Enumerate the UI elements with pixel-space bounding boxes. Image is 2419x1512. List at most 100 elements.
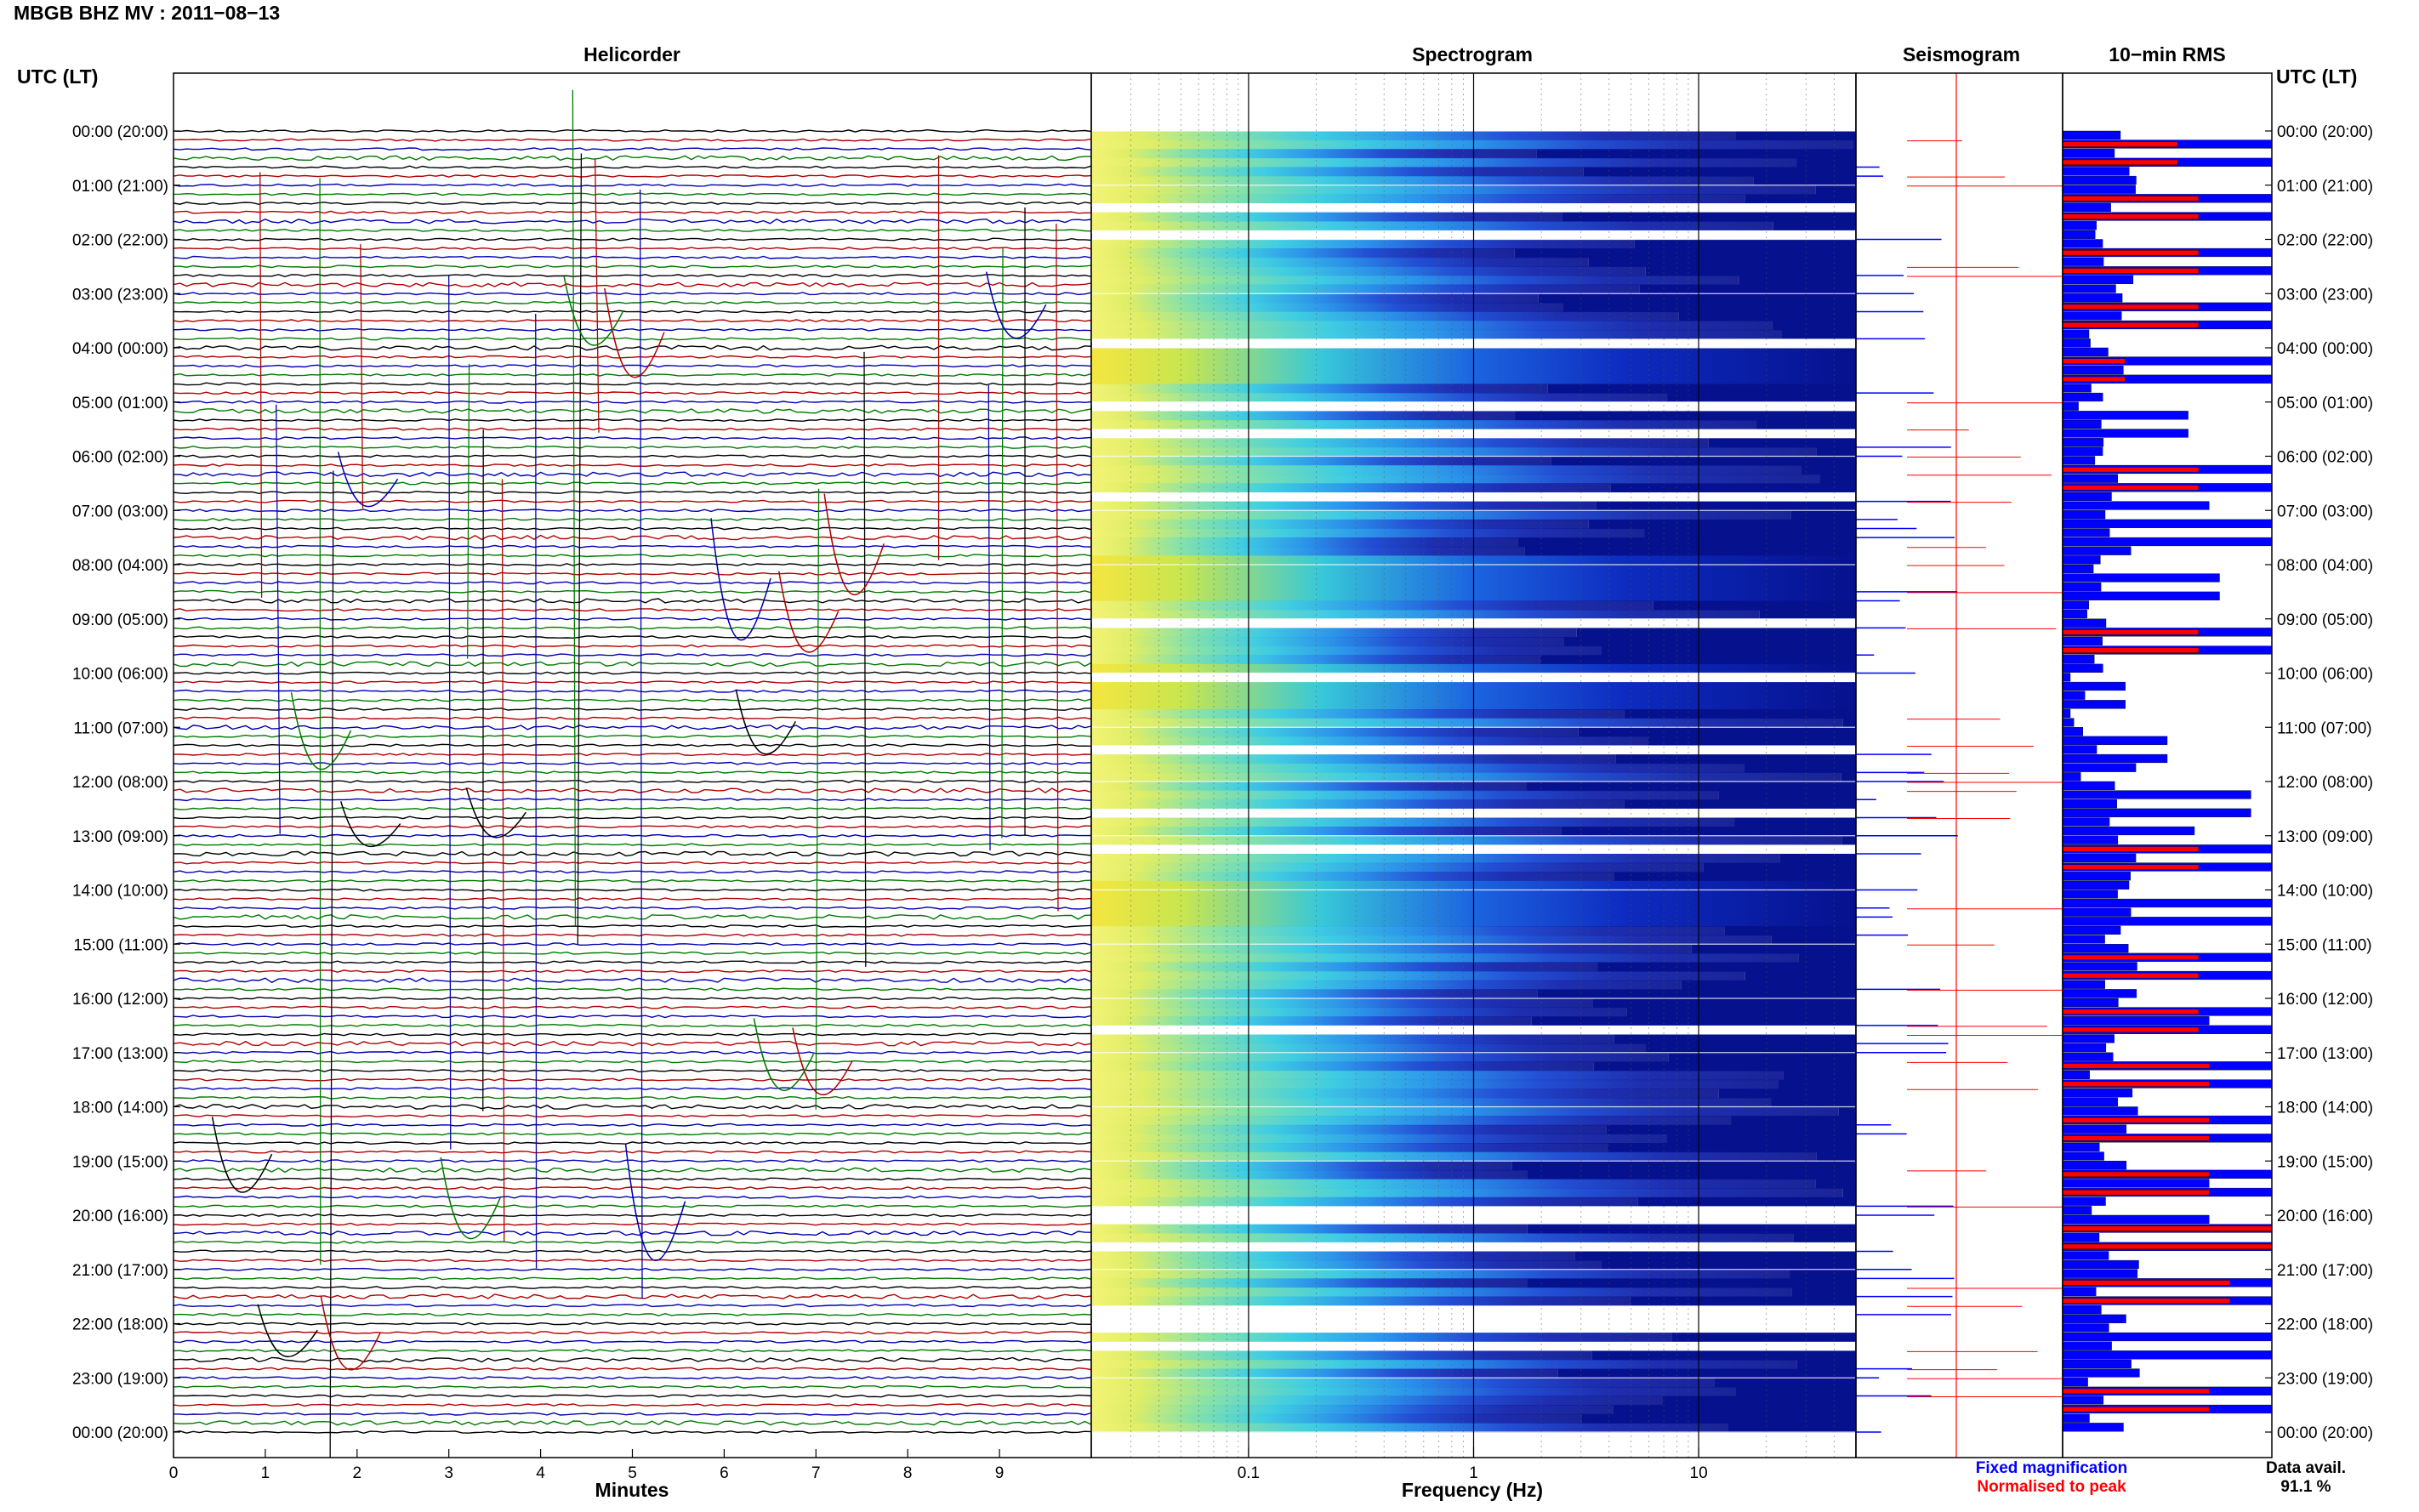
rms-bar-fixed	[2062, 1124, 2127, 1134]
helicorder-trace	[173, 933, 1092, 937]
spectrogram-row	[1091, 311, 1679, 321]
spectrogram-row	[1091, 1106, 1839, 1117]
hour-tick-label-left: 21:00 (17:00)	[72, 1262, 168, 1280]
helicorder-trace	[173, 1304, 1092, 1308]
spectrogram-row-tail	[1853, 139, 1856, 150]
helicorder-trace	[173, 1186, 1092, 1191]
rms-bar-fixed	[2062, 1043, 2107, 1053]
helicorder-trace	[173, 1249, 1092, 1253]
helicorder-trace	[174, 1367, 1092, 1371]
hour-tick-label-right: 17:00 (13:00)	[2277, 1045, 2373, 1063]
rms-bar-fixed	[2062, 700, 2126, 709]
rms-bar-fixed	[2062, 618, 2107, 628]
spectrogram-row-tail	[1779, 1079, 1856, 1089]
spectrogram-row-tail	[1819, 474, 1856, 484]
spectrogram-row-tail	[1745, 971, 1856, 981]
helicorder-title: Helicorder	[583, 43, 680, 65]
spectrogram-row-tail	[1842, 718, 1856, 728]
helicorder-trace	[173, 770, 1092, 775]
spectrogram-row	[1091, 1395, 1663, 1406]
rms-bar-fixed	[2062, 257, 2104, 266]
spectrogram-row-tail	[1735, 1386, 1856, 1397]
spectrogram-panel	[1090, 72, 1857, 1458]
spectrogram-row-tail	[1624, 799, 1856, 810]
spectrogram-row-tail	[1526, 782, 1856, 792]
helicorder-trace	[173, 1177, 1092, 1181]
rms-bar-fixed	[2062, 1016, 2210, 1026]
rms-bar-fixed	[2062, 853, 2137, 863]
rms-bar-fixed	[2062, 636, 2103, 646]
spectrogram-row	[1091, 483, 1611, 493]
spectrogram-row-tail	[1771, 1097, 1856, 1108]
rms-bar-fixed	[2062, 1179, 2210, 1188]
rms-bar-fixed	[2062, 1287, 2097, 1297]
spectrogram-row-tail	[1602, 645, 1856, 656]
rms-bar-fixed	[2062, 962, 2137, 971]
spectrogram-row	[1091, 763, 1745, 773]
helicorder-long-period-wave	[563, 276, 624, 346]
spectrogram-row	[1091, 501, 1597, 511]
spectrogram-row-tail	[1703, 862, 1856, 873]
spectrogram-row-tail	[1564, 637, 1856, 647]
rms-bar-fixed	[2062, 492, 2112, 502]
helicorder-trace	[173, 724, 1092, 730]
spectrogram-row-tail	[1744, 763, 1856, 773]
spectrogram-row	[1091, 1151, 1817, 1162]
spectrogram-row-tail	[1527, 1278, 1856, 1288]
spectrogram-row	[1091, 176, 1754, 186]
helicorder-trace	[173, 1259, 1092, 1263]
spectrogram-row	[1091, 1016, 1532, 1026]
spectrogram-row-tail	[1593, 1061, 1856, 1071]
hour-tick-label-right: 02:00 (22:00)	[2277, 232, 2373, 250]
rms-bar-fixed	[2062, 925, 2121, 935]
rms-bar-fixed	[2062, 1089, 2133, 1098]
rms-bar-fixed	[2062, 980, 2105, 989]
rms-bar-fixed	[2062, 673, 2071, 682]
spectrogram-row-tail	[1781, 329, 1856, 339]
spectrogram-row-tail	[1574, 1251, 1856, 1261]
hour-tick-label-left: 22:00 (18:00)	[72, 1316, 168, 1334]
spectrogram-row	[1091, 862, 1704, 873]
helicorder-trace	[173, 942, 1092, 946]
hour-tick-label-right: 00:00 (20:00)	[2277, 123, 2373, 141]
hour-tick-label-left: 00:00 (20:00)	[72, 1424, 168, 1442]
helicorder-trace	[173, 743, 1092, 747]
spectrogram-row	[1091, 655, 1540, 665]
spectrogram-row	[1091, 194, 1745, 204]
spectrogram-row-tail	[1753, 176, 1856, 186]
spectrogram-row	[1091, 944, 1692, 954]
rms-bar-fixed	[2062, 681, 2126, 691]
rms-bar-fixed	[2062, 1206, 2092, 1215]
spectrogram-row	[1091, 1124, 1607, 1134]
rms-bar-fixed	[2062, 718, 2075, 727]
helicorder-trace	[173, 1114, 1092, 1118]
spectrogram-row-tail	[1736, 131, 1856, 141]
helicorder-trace	[173, 924, 1092, 929]
spectrogram-row-tail	[1667, 393, 1856, 403]
helicorder-trace	[173, 969, 1092, 974]
helicorder-trace	[173, 1276, 1092, 1281]
helicorder-trace	[173, 400, 1092, 404]
helicorder-event-spike	[448, 275, 452, 1150]
helicorder-trace	[173, 310, 1092, 314]
time-axis-label-right: UTC (LT)	[2276, 65, 2357, 88]
minute-tick-label: 1	[261, 1464, 270, 1482]
spectrogram-row	[1091, 926, 1725, 936]
rms-bar-fixed	[2062, 510, 2106, 520]
spectrogram-row-tail	[1592, 998, 1856, 1009]
helicorder-trace	[173, 1167, 1092, 1174]
spectrogram-row-tail	[1708, 438, 1856, 448]
helicorder-trace	[173, 906, 1092, 910]
spectrogram-row	[1091, 872, 1614, 882]
helicorder-trace	[173, 1322, 1092, 1326]
spectrogram-row	[1091, 600, 1653, 611]
rms-bar-normalised	[2062, 1117, 2210, 1123]
rms-bar-normalised	[2062, 304, 2200, 310]
helicorder-trace	[173, 680, 1092, 685]
spectrogram-row	[1091, 727, 1579, 737]
spectrogram-row-tail	[1663, 1395, 1856, 1406]
spectrogram-row	[1091, 998, 1593, 1009]
spectrogram-row	[1091, 167, 1584, 177]
spectrogram-row-tail	[1596, 501, 1856, 511]
